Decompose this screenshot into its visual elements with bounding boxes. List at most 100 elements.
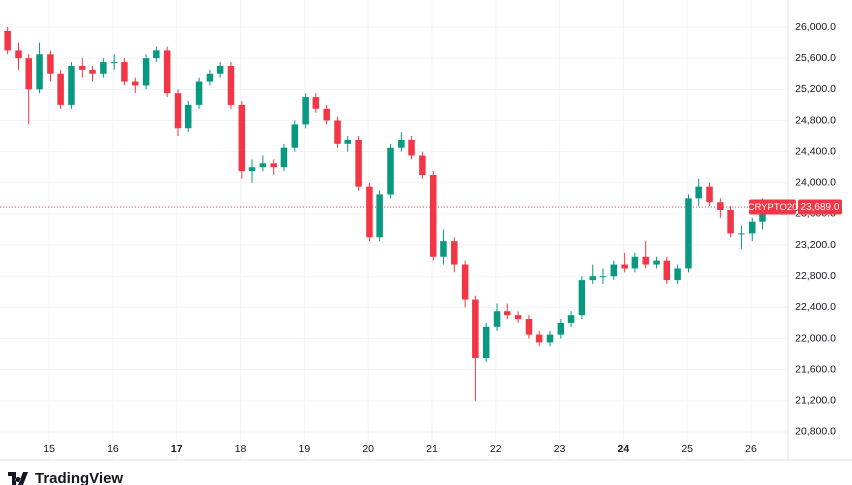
y-tick-label: 20,800.0 (795, 426, 836, 438)
candle (248, 159, 256, 183)
candle-body (100, 62, 107, 74)
candle (68, 62, 75, 109)
candle-body (610, 264, 618, 277)
x-tick-label: 23 (554, 443, 566, 455)
candle-body (482, 326, 490, 358)
candle (25, 54, 32, 125)
candle-body (259, 163, 267, 168)
candle-body (749, 221, 756, 234)
candle-body (25, 58, 32, 90)
last-price-label: 23,689.0 (801, 202, 840, 213)
candle (504, 303, 511, 320)
candle-body (195, 81, 203, 105)
candle-body (440, 241, 447, 257)
candle (429, 171, 437, 261)
candle (653, 256, 660, 269)
candle (36, 42, 43, 94)
candle-body (674, 268, 681, 281)
brand: TradingView (8, 470, 123, 485)
candle-body (621, 264, 628, 269)
candle (121, 58, 128, 86)
candle (451, 237, 458, 273)
candle-body (738, 233, 745, 235)
candle (546, 330, 554, 347)
candle (110, 54, 118, 70)
candle-body (47, 54, 54, 74)
candle (493, 303, 501, 331)
candle (174, 89, 182, 137)
candle (642, 241, 649, 269)
candle (567, 311, 575, 327)
candle (514, 311, 522, 323)
last-price-tag (798, 199, 842, 215)
y-tick-label: 22,000.0 (795, 332, 836, 344)
candle-body (132, 81, 139, 86)
candle (578, 276, 586, 320)
candle (280, 143, 288, 172)
candle (685, 194, 692, 273)
brand-logo (8, 472, 28, 485)
candle-body (142, 58, 150, 86)
candle (57, 69, 64, 109)
candle (302, 93, 309, 129)
candle (344, 136, 351, 152)
candle-body (163, 50, 171, 94)
candle-body (663, 260, 671, 281)
candle-body (599, 276, 607, 278)
y-tick-label: 22,800.0 (795, 270, 836, 282)
candle-body (4, 30, 11, 51)
y-tick-label: 25,600.0 (795, 52, 836, 64)
candle (184, 101, 192, 133)
y-tick-label: 22,400.0 (795, 301, 836, 313)
candle-body (695, 186, 702, 199)
candle (47, 50, 54, 82)
candle (206, 69, 214, 86)
x-tick-label: 19 (299, 443, 311, 455)
candle (695, 178, 702, 207)
candle-body (153, 50, 160, 59)
candle-body (121, 62, 128, 82)
candle (163, 46, 171, 98)
candle (610, 260, 618, 281)
candle-body (110, 62, 118, 64)
y-tick-label: 26,000.0 (795, 21, 836, 33)
candle-body (546, 334, 554, 343)
candle (599, 268, 607, 285)
candle-body (504, 311, 511, 316)
candle (738, 225, 745, 249)
candle-body (525, 319, 533, 335)
candle-body (312, 97, 320, 109)
candle (727, 206, 734, 238)
candle (227, 62, 235, 109)
x-tick-label: 18 (235, 443, 247, 455)
candle-body (535, 334, 543, 343)
x-tick-label: 16 (107, 443, 119, 455)
candle-body (578, 280, 586, 316)
candle (408, 136, 415, 160)
candle-body (408, 139, 415, 156)
candle-body (717, 202, 724, 211)
candle (355, 136, 362, 191)
candle (259, 155, 267, 172)
y-tick-label: 23,200.0 (795, 239, 836, 251)
candle-body (248, 167, 256, 172)
candle-body (280, 147, 288, 168)
candle (482, 322, 490, 362)
candle-body (206, 73, 214, 82)
candle-body (302, 97, 309, 125)
candle (15, 42, 22, 70)
candle (291, 120, 299, 152)
candle (749, 217, 756, 242)
candle-body (461, 264, 469, 300)
candle (4, 27, 11, 55)
candle-body (589, 276, 597, 281)
x-tick-label: 15 (43, 443, 55, 455)
candle (89, 65, 96, 82)
candle (366, 182, 373, 242)
candle (376, 190, 383, 242)
x-tick-label: 20 (362, 443, 374, 455)
candle (717, 198, 724, 218)
y-tick-label: 24,000.0 (795, 177, 836, 189)
candle (419, 151, 426, 179)
